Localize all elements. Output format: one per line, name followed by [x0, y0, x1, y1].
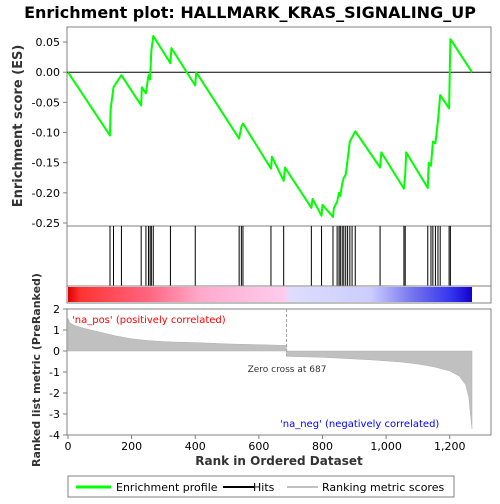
hits-frame — [66, 225, 492, 287]
color-bar-gradient — [68, 287, 472, 302]
negative-correlation-label: 'na_neg' (negatively correlated) — [280, 419, 439, 430]
metric-x-tick-label: 600 — [248, 440, 269, 453]
metric-area-layer — [67, 309, 473, 429]
es-y-tick-label: 0.05 — [36, 36, 61, 49]
metric-x-tick-label: 800 — [312, 440, 333, 453]
positive-correlation-label: 'na_pos' (positively correlated) — [72, 315, 226, 326]
metric-y-tick-label: 0 — [53, 345, 60, 358]
metric-y-tick-label: 1 — [53, 324, 60, 337]
metric-y-tick-label: 2 — [53, 303, 60, 316]
ranking-metric-area — [67, 318, 473, 429]
ranked-metric-panel: 2 1 0 -1 -2 -3 -4 0 200 400 600 800 1,000 1,200 Rank… — [30, 273, 492, 468]
rank-color-bar — [66, 285, 492, 304]
metric-x-tick-label: 400 — [185, 440, 206, 453]
legend-label-hits: Hits — [253, 481, 275, 494]
metric-x-tick-label: 1,000 — [370, 440, 402, 453]
metric-x-axis: 0 200 400 600 800 1,000 1,200 — [65, 435, 466, 453]
es-y-tick-label: -0.10 — [32, 127, 60, 140]
es-y-tick-label: -0.20 — [32, 187, 60, 200]
metric-y-axis: 2 1 0 -1 -2 -3 -4 — [49, 303, 67, 442]
metric-y-tick-label: -3 — [49, 408, 60, 421]
metric-x-tick-label: 0 — [65, 440, 72, 453]
metric-x-tick-label: 200 — [121, 440, 142, 453]
metric-y-tick-label: -1 — [49, 366, 60, 379]
enrichment-profile-line — [67, 35, 473, 218]
es-y-tick-label: -0.15 — [32, 157, 60, 170]
legend-label-ranking-metric: Ranking metric scores — [322, 481, 444, 494]
metric-y-axis-label: Ranked list metric (PreRanked) — [30, 273, 43, 467]
zero-cross-label: Zero cross at 687 — [248, 365, 327, 375]
es-y-axis-label: Enrichment score (ES) — [11, 45, 26, 208]
hits-panel — [66, 225, 492, 287]
es-y-tick-label: 0.00 — [36, 66, 61, 79]
legend: Enrichment profile Hits Ranking metric s… — [67, 475, 455, 498]
metric-y-tick-label: -2 — [49, 387, 60, 400]
metric-x-axis-label: Rank in Ordered Dataset — [195, 454, 363, 468]
color-bar-frame — [66, 285, 492, 304]
hit-lines — [109, 226, 451, 286]
es-plot-frame — [66, 26, 492, 227]
es-line-layer — [67, 35, 491, 218]
es-y-axis: 0.05 0.00 -0.05 -0.10 -0.15 -0.20 -0.25 — [32, 36, 67, 230]
es-y-tick-label: -0.05 — [32, 96, 60, 109]
plot-title: Enrichment plot: HALLMARK_KRAS_SIGNALING… — [24, 3, 476, 22]
metric-y-tick-label: -4 — [49, 429, 60, 442]
es-y-tick-label: -0.25 — [32, 217, 60, 230]
legend-label-enrichment-profile: Enrichment profile — [116, 481, 218, 494]
metric-x-tick-label: 1,200 — [434, 440, 466, 453]
legend-frame — [67, 475, 455, 498]
metric-plot-frame — [66, 308, 492, 436]
enrichment-score-panel: 0.05 0.00 -0.05 -0.10 -0.15 -0.20 -0.25 Enrich… — [11, 26, 492, 230]
